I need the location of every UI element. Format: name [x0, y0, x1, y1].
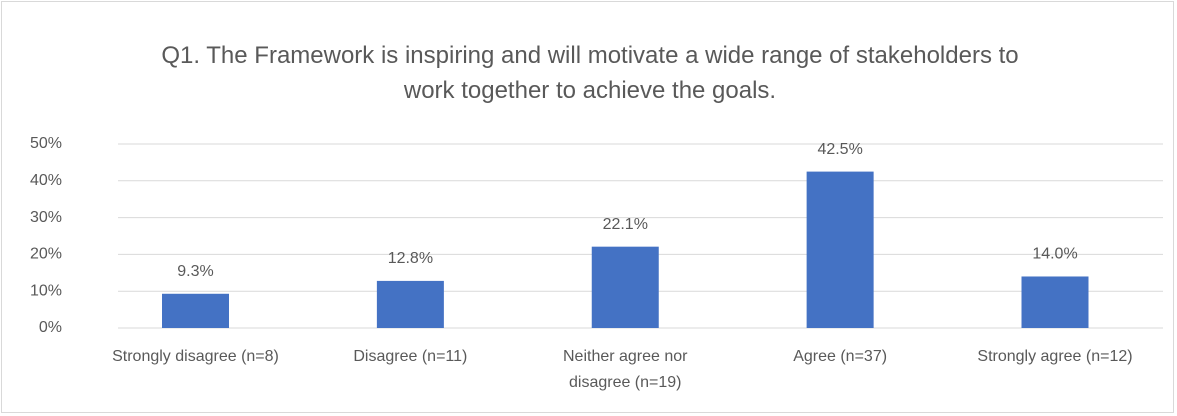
data-label: 42.5%: [817, 141, 862, 158]
x-tick-label: Disagree (n=11): [353, 348, 468, 365]
x-tick-label: Agree (n=37): [793, 348, 888, 365]
chart-title: Q1. The Framework is inspiring and will …: [161, 42, 1019, 104]
data-label: 14.0%: [1032, 246, 1077, 263]
bar: [806, 171, 874, 328]
data-label: 12.8%: [388, 250, 433, 267]
bar: [1021, 276, 1089, 328]
y-tick-label: 10%: [30, 282, 62, 299]
data-label: 9.3%: [177, 263, 213, 280]
x-tick-label: Strongly disagree (n=8): [112, 348, 279, 365]
x-tick-label: Strongly agree (n=12): [977, 348, 1133, 365]
y-tick-label: 40%: [30, 172, 62, 189]
bar: [162, 293, 229, 328]
bar: [591, 246, 659, 328]
y-tick-label: 20%: [30, 246, 62, 263]
bar: [376, 280, 444, 328]
x-tick-label: Neither agree nor disagree (n=19): [562, 348, 688, 391]
y-tick-label: 30%: [30, 209, 62, 226]
y-tick-label: 0%: [39, 319, 62, 336]
data-label: 22.1%: [603, 216, 648, 233]
y-tick-label: 50%: [30, 135, 62, 152]
